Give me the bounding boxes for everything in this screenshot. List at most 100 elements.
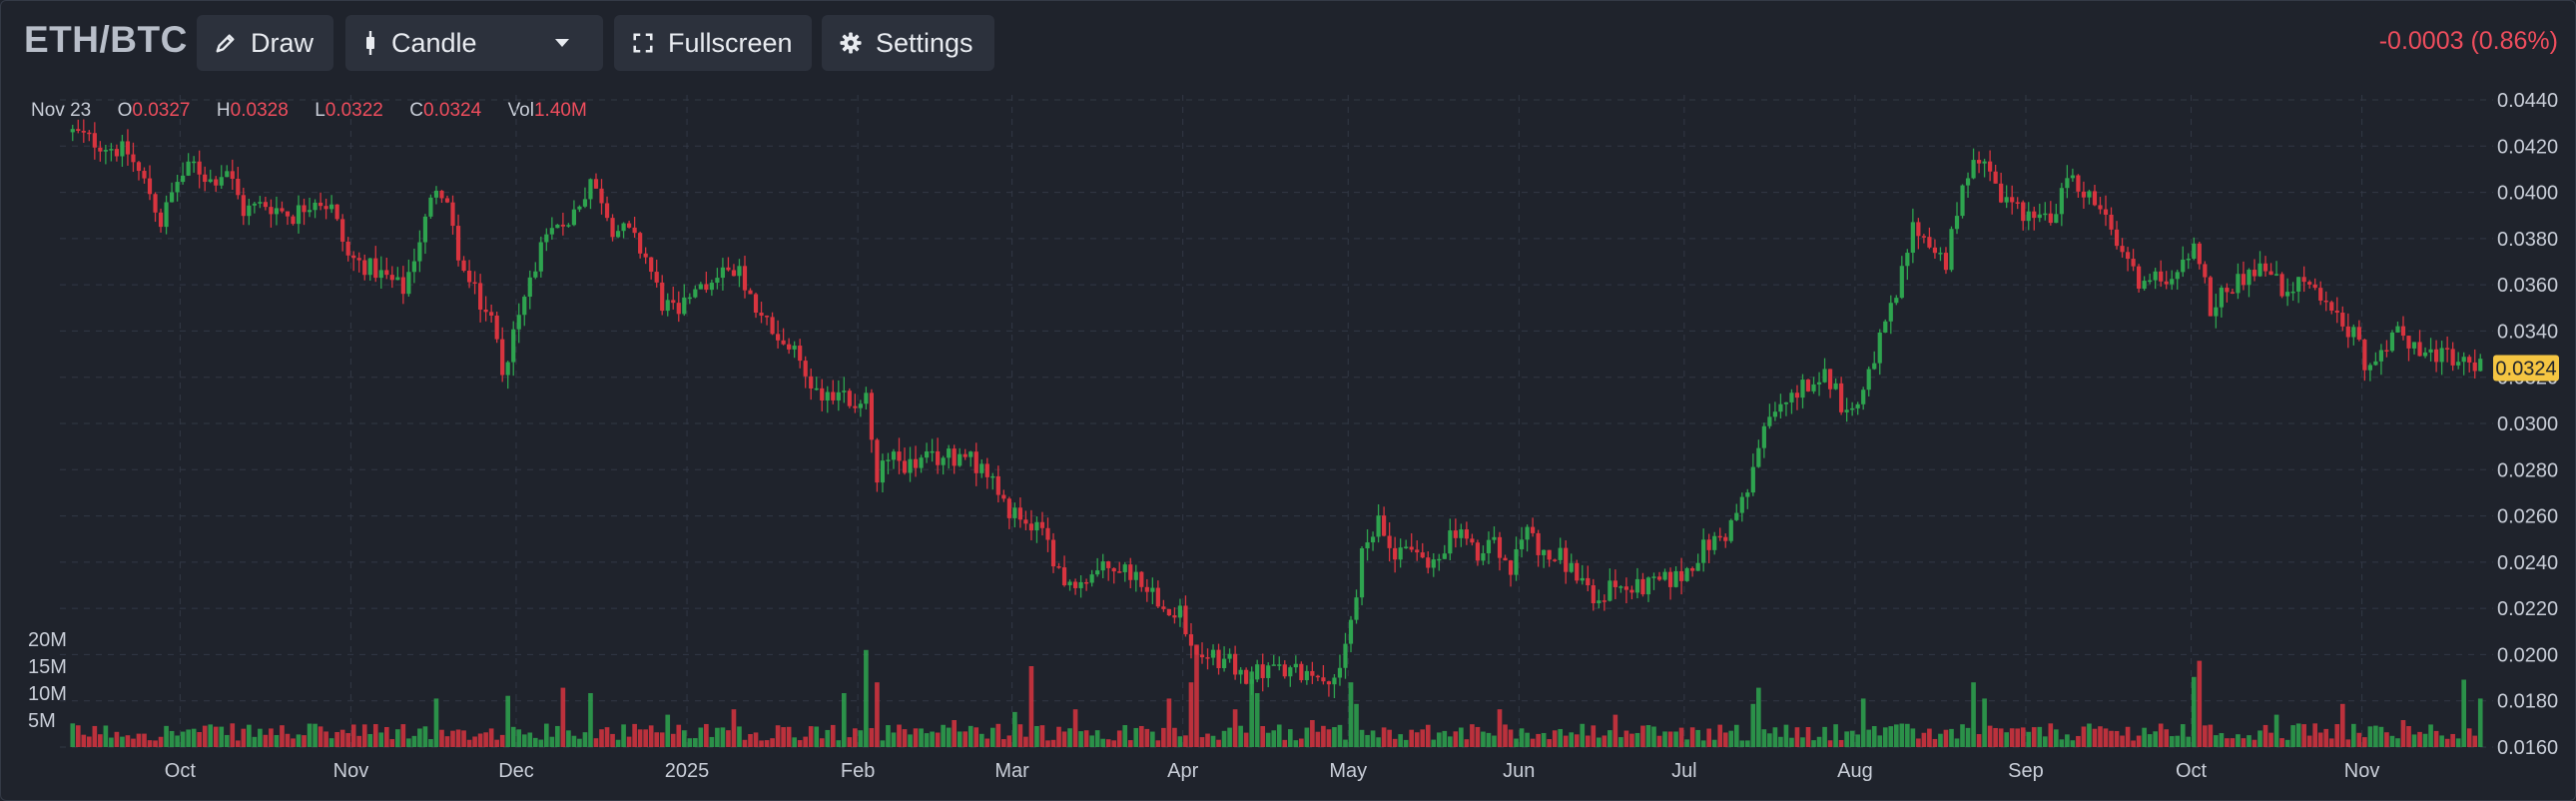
candle-body — [516, 315, 521, 330]
candle-body — [2301, 277, 2306, 283]
candle-body — [1017, 507, 1022, 520]
volume-bar — [1899, 723, 1905, 747]
candle-body — [1564, 547, 1569, 572]
volume-bar — [1547, 739, 1552, 747]
settings-button[interactable]: Settings — [822, 15, 994, 71]
volume-bar — [2433, 730, 2439, 747]
candle-body — [538, 242, 543, 272]
candle-body — [1728, 519, 1733, 541]
volume-bar — [2252, 739, 2257, 747]
volume-bar — [1481, 731, 1486, 747]
volume-bar — [1464, 739, 1470, 747]
volume-bar — [378, 732, 384, 747]
candle-body — [214, 179, 219, 186]
volume-bar — [334, 731, 339, 747]
volume-bar — [1849, 730, 1855, 747]
volume-bar — [1028, 666, 1034, 747]
chevron-down-icon — [553, 15, 585, 71]
volume-bar — [1287, 729, 1293, 747]
candle-body — [1662, 571, 1667, 580]
volume-bar — [444, 736, 450, 747]
volume-bar — [1116, 730, 1122, 747]
volume-bar — [2225, 738, 2230, 747]
ohlc-legend: Nov 23 O0.0327 H0.0328 L0.0322 C0.0324 V… — [31, 100, 587, 122]
candle-body — [2428, 349, 2433, 353]
candle-body — [1233, 653, 1238, 675]
candle-body — [1078, 581, 1083, 588]
candle-body — [1993, 171, 1998, 184]
candle-body — [1910, 222, 1915, 254]
volume-bar — [2153, 731, 2158, 747]
candle-body — [1067, 581, 1072, 586]
volume-bar — [1722, 732, 1728, 747]
volume-bar — [1238, 725, 1243, 747]
candle-body — [1971, 160, 1976, 179]
candle-body — [2373, 361, 2378, 366]
candle-body — [433, 190, 439, 198]
candle-body — [858, 403, 863, 408]
candle-body — [1376, 515, 1381, 537]
volume-bar — [2048, 723, 2054, 747]
volume-bar — [339, 729, 345, 747]
candle-body — [169, 192, 175, 203]
volume-bar — [1497, 709, 1503, 747]
volume-bar — [2367, 726, 2373, 747]
volume-bar — [1943, 729, 1949, 747]
candle-body — [1575, 562, 1580, 581]
candle-body — [820, 388, 825, 400]
volume-bar — [345, 733, 350, 747]
volume-bar — [720, 727, 726, 747]
candle-body — [522, 297, 527, 316]
draw-button[interactable]: Draw — [197, 15, 333, 71]
candle-body — [2004, 197, 2009, 203]
candle-body — [1943, 253, 1949, 271]
candle-body — [2367, 365, 2372, 371]
candle-body — [1927, 237, 1932, 248]
volume-bar — [1645, 725, 1651, 747]
candle-body — [1866, 369, 1871, 391]
fullscreen-button[interactable]: Fullscreen — [614, 15, 812, 71]
volume-bar — [1083, 730, 1089, 747]
volume-bar — [280, 725, 285, 747]
volume-bar — [417, 728, 422, 747]
volume-bar — [235, 740, 241, 747]
volume-bar — [1414, 732, 1420, 747]
candle-body — [466, 270, 472, 283]
candle-body — [2257, 263, 2262, 277]
candle-body — [1359, 547, 1365, 598]
candle-body — [2208, 277, 2213, 317]
volume-bar — [466, 739, 472, 747]
candle-body — [2268, 271, 2273, 276]
volume-bar — [1326, 729, 1332, 747]
candle-body — [864, 393, 869, 404]
candle-body — [2340, 313, 2345, 327]
candle-body — [1772, 411, 1777, 417]
volume-bar — [2230, 738, 2236, 747]
volume-bar — [1254, 693, 1260, 747]
volume-bar — [1017, 724, 1023, 747]
volume-bar — [258, 728, 263, 747]
volume-bar — [1387, 729, 1392, 747]
candle-body — [2230, 292, 2236, 294]
volume-bar — [2290, 725, 2295, 747]
volume-bar — [1431, 739, 1437, 747]
candle-body — [1426, 557, 1431, 568]
volume-bar — [1310, 720, 1315, 747]
volume-bar — [648, 725, 654, 747]
candle-body — [2296, 277, 2301, 292]
volume-bar — [1597, 737, 1602, 747]
candle-body — [323, 206, 328, 210]
volume-bar — [2461, 679, 2467, 747]
volume-bar — [158, 736, 164, 747]
chart-type-dropdown[interactable]: Candle — [345, 15, 603, 71]
candle-body — [2411, 342, 2417, 349]
candle-body — [2214, 307, 2219, 317]
volume-bar — [2186, 736, 2192, 747]
candle-body — [291, 216, 296, 225]
volume-bar — [323, 731, 328, 747]
volume-tick-label: 20M — [28, 629, 67, 651]
x-tick-label: Jun — [1503, 760, 1535, 782]
candle-body — [1976, 160, 1982, 164]
volume-bar — [1514, 738, 1519, 747]
